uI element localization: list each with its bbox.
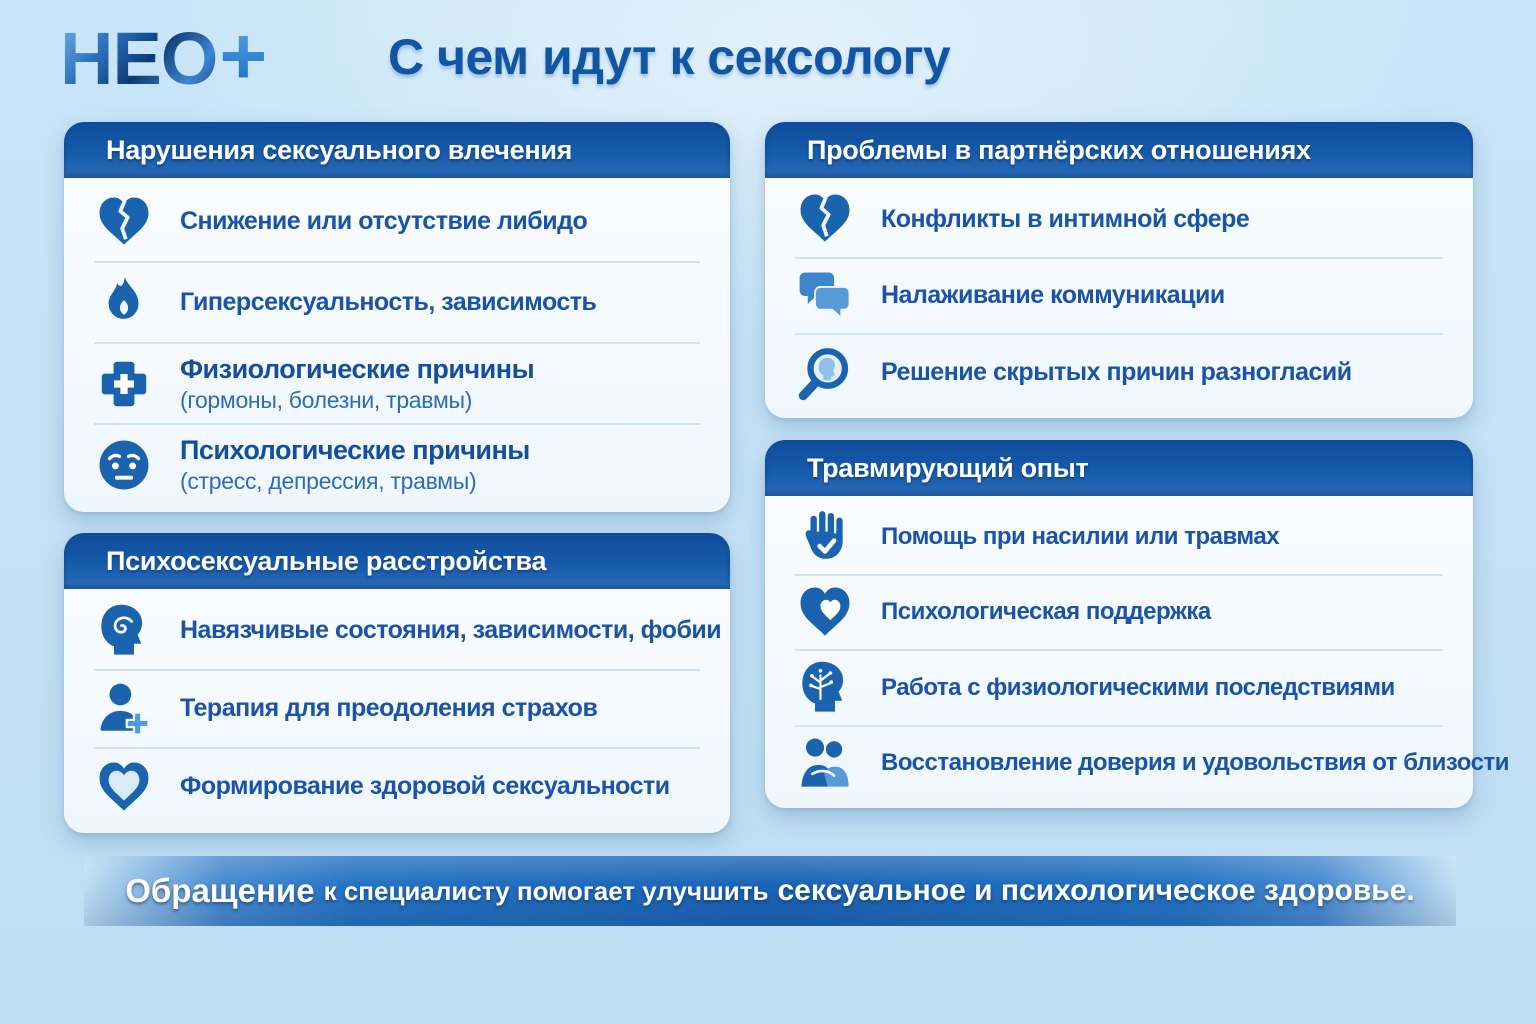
list-item: Гиперсексуальность, зависимость xyxy=(94,263,700,344)
page-title: С чем идут к сексологу xyxy=(388,29,951,85)
item-text-block: Психологические причины (стресс, депресси… xyxy=(180,434,530,495)
footer-middle-text: к специалисту помогает улучшить xyxy=(323,875,769,906)
card-header: Нарушения сексуального влечения xyxy=(64,122,730,178)
list-item: Психологическая поддержка xyxy=(795,576,1443,651)
item-text-block: Физиологические причины (гормоны, болезни… xyxy=(180,353,535,414)
item-text-block: Конфликты в интимной сфере xyxy=(881,204,1250,235)
card-item-list: Конфликты в интимной сфере Налаживание ко… xyxy=(765,178,1473,418)
card-item-list: Помощь при насилии или травмах Психологич… xyxy=(765,496,1509,808)
card-item-list: Навязчивые состояния, зависимости, фобии… xyxy=(64,589,730,833)
logo-plus-icon: + xyxy=(219,11,267,102)
list-item: Навязчивые состояния, зависимости, фобии xyxy=(94,593,722,671)
item-label: Навязчивые состояния, зависимости, фобии xyxy=(180,616,722,645)
item-text-block: Терапия для преодоления страхов xyxy=(180,693,598,724)
list-item: Конфликты в интимной сфере xyxy=(795,182,1443,259)
card-partner-relationship-problems: Проблемы в партнёрских отношениях Конфли… xyxy=(765,122,1473,418)
flame-icon xyxy=(94,273,154,333)
head-spiral-icon xyxy=(94,601,154,661)
item-label: Физиологические причины xyxy=(180,354,535,385)
magnifier-head-icon xyxy=(795,343,855,403)
list-item: Терапия для преодоления страхов xyxy=(94,671,700,749)
card-header: Психосексуальные расстройства xyxy=(64,533,730,589)
item-text-block: Снижение или отсутствие либидо xyxy=(180,206,588,237)
list-item: Помощь при насилии или травмах xyxy=(795,500,1443,576)
card-psychosexual-disorders: Психосексуальные расстройства Навязчивые… xyxy=(64,533,730,833)
list-item: Формирование здоровой сексуальности xyxy=(94,749,700,825)
neo-plus-logo: НЕО+ xyxy=(60,16,267,100)
broken-heart-icon xyxy=(94,192,154,252)
item-label: Снижение или отсутствие либидо xyxy=(180,206,588,235)
item-text-block: Налаживание коммуникации xyxy=(881,280,1225,311)
item-text-block: Работа с физиологическими последствиями xyxy=(881,673,1395,703)
list-item: Снижение или отсутствие либидо xyxy=(94,182,700,263)
item-text-block: Формирование здоровой сексуальности xyxy=(180,771,670,802)
footer-lead-text: Обращение xyxy=(125,872,315,909)
list-item: Решение скрытых причин разногласий xyxy=(795,335,1443,410)
chat-bubbles-icon xyxy=(795,266,855,326)
item-sublabel: (стресс, депрессия, травмы) xyxy=(180,467,477,494)
item-text-block: Гиперсексуальность, зависимость xyxy=(180,287,597,318)
item-label: Налаживание коммуникации xyxy=(881,281,1225,310)
item-text-block: Психологическая поддержка xyxy=(881,597,1211,627)
worried-face-icon xyxy=(94,435,154,495)
couple-icon xyxy=(795,733,855,793)
item-label: Терапия для преодоления страхов xyxy=(180,694,598,723)
head-tree-icon xyxy=(795,658,855,718)
item-text-block: Восстановление доверия и удовольствия от… xyxy=(881,748,1509,778)
item-label: Гиперсексуальность, зависимость xyxy=(180,287,597,316)
card-header: Проблемы в партнёрских отношениях xyxy=(765,122,1473,178)
card-traumatic-experience: Травмирующий опыт Помощь при насилии или… xyxy=(765,440,1509,808)
heart-care-icon xyxy=(795,582,855,642)
list-item: Налаживание коммуникации xyxy=(795,259,1443,336)
item-label: Формирование здоровой сексуальности xyxy=(180,772,670,801)
medical-cross-icon xyxy=(94,354,154,414)
item-label: Психологические причины xyxy=(180,435,530,466)
card-header: Травмирующий опыт xyxy=(765,440,1473,496)
logo-text: НЕО xyxy=(60,17,218,100)
double-heart-icon xyxy=(94,757,154,817)
card-title: Травмирующий опыт xyxy=(807,452,1089,483)
broken-heart-icon xyxy=(795,189,855,249)
item-label: Восстановление доверия и удовольствия от… xyxy=(881,749,1509,777)
item-text-block: Помощь при насилии или травмах xyxy=(881,522,1280,552)
card-title: Психосексуальные расстройства xyxy=(106,545,547,576)
footer-emphasis-text: сексуальное и психологическое здоровье. xyxy=(777,874,1415,907)
card-title: Проблемы в партнёрских отношениях xyxy=(807,134,1311,165)
person-plus-icon xyxy=(94,679,154,739)
card-title: Нарушения сексуального влечения xyxy=(106,134,573,165)
stop-hand-icon xyxy=(795,507,855,567)
card-item-list: Снижение или отсутствие либидо Гиперсексу… xyxy=(64,178,730,512)
footer-banner: Обращение к специалисту помогает улучшит… xyxy=(84,856,1456,926)
item-label: Конфликты в интимной сфере xyxy=(881,204,1250,233)
item-label: Решение скрытых причин разногласий xyxy=(881,358,1352,387)
list-item: Работа с физиологическими последствиями xyxy=(795,651,1443,727)
item-text-block: Навязчивые состояния, зависимости, фобии xyxy=(180,615,722,646)
item-label: Работа с физиологическими последствиями xyxy=(881,673,1395,701)
item-label: Психологическая поддержка xyxy=(881,598,1211,626)
item-sublabel: (гормоны, болезни, травмы) xyxy=(180,386,473,413)
card-sexual-desire-disorders: Нарушения сексуального влечения Снижение… xyxy=(64,122,730,512)
item-text-block: Решение скрытых причин разногласий xyxy=(881,357,1352,388)
list-item: Восстановление доверия и удовольствия от… xyxy=(795,727,1509,801)
list-item: Физиологические причины (гормоны, болезни… xyxy=(94,344,700,425)
item-label: Помощь при насилии или травмах xyxy=(881,522,1280,550)
list-item: Психологические причины (стресс, депресси… xyxy=(94,425,700,504)
